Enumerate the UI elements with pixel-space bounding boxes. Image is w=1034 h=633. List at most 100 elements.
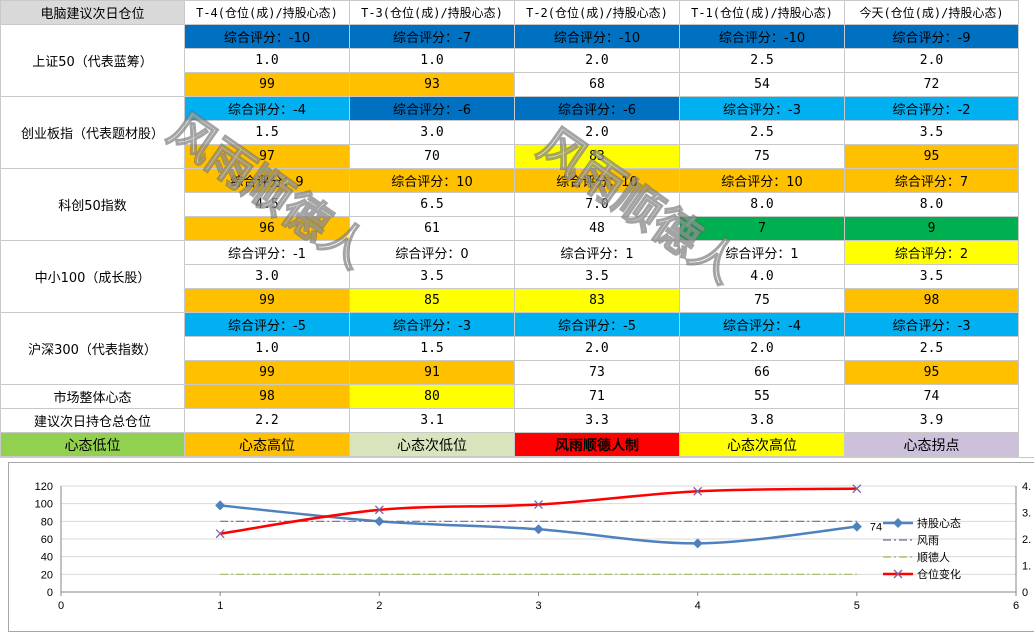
index-label[interactable]: 中小100（成长股）	[0, 240, 185, 313]
score-cell[interactable]: 综合评分：-1	[184, 240, 350, 265]
position-cell[interactable]: 1.5	[349, 336, 515, 361]
mood-cell[interactable]: 72	[844, 72, 1019, 97]
index-label[interactable]: 沪深300（代表指数）	[0, 312, 185, 385]
position-cell[interactable]: 8.0	[844, 192, 1019, 217]
score-cell[interactable]: 综合评分：2	[844, 240, 1019, 265]
position-cell[interactable]: 6.5	[349, 192, 515, 217]
position-cell[interactable]: 4.5	[184, 192, 350, 217]
color-legend-cell[interactable]: 心态次高位	[679, 432, 845, 457]
mood-cell[interactable]: 99	[184, 72, 350, 97]
total-cell[interactable]: 3.8	[679, 408, 845, 433]
index-label[interactable]: 上证50（代表蓝筹）	[0, 24, 185, 97]
mood-cell[interactable]: 95	[844, 360, 1019, 385]
score-cell[interactable]: 综合评分：9	[184, 168, 350, 193]
score-cell[interactable]: 综合评分：-5	[184, 312, 350, 337]
score-cell[interactable]: 综合评分：7	[844, 168, 1019, 193]
color-legend-cell[interactable]: 心态拐点	[844, 432, 1019, 457]
mood-cell[interactable]: 85	[349, 288, 515, 313]
score-cell[interactable]: 综合评分：-9	[844, 24, 1019, 49]
score-cell[interactable]: 综合评分：-4	[184, 96, 350, 121]
mood-cell[interactable]: 9	[844, 216, 1019, 241]
position-cell[interactable]: 4.0	[679, 264, 845, 289]
position-cell[interactable]: 2.0	[844, 48, 1019, 73]
position-cell[interactable]: 3.5	[349, 264, 515, 289]
position-cell[interactable]: 3.0	[184, 264, 350, 289]
mood-cell[interactable]: 93	[349, 72, 515, 97]
mood-cell[interactable]: 98	[844, 288, 1019, 313]
mood-cell[interactable]: 95	[844, 144, 1019, 169]
score-cell[interactable]: 综合评分：-3	[844, 312, 1019, 337]
mood-cell[interactable]: 99	[184, 288, 350, 313]
total-cell[interactable]: 2.2	[184, 408, 350, 433]
column-header[interactable]: T-2(仓位(成)/持股心态)	[514, 0, 680, 25]
mood-cell[interactable]: 68	[514, 72, 680, 97]
score-cell[interactable]: 综合评分：-4	[679, 312, 845, 337]
mood-cell[interactable]: 75	[679, 288, 845, 313]
column-header[interactable]: 今天(仓位(成)/持股心态)	[844, 0, 1019, 25]
position-cell[interactable]: 3.0	[349, 120, 515, 145]
mood-cell[interactable]: 83	[514, 144, 680, 169]
column-header[interactable]: T-3(仓位(成)/持股心态)	[349, 0, 515, 25]
mood-cell[interactable]: 70	[349, 144, 515, 169]
market-cell[interactable]: 74	[844, 384, 1019, 409]
score-cell[interactable]: 综合评分：1	[679, 240, 845, 265]
mood-cell[interactable]: 48	[514, 216, 680, 241]
position-cell[interactable]: 2.0	[514, 336, 680, 361]
score-cell[interactable]: 综合评分：0	[349, 240, 515, 265]
mood-cell[interactable]: 73	[514, 360, 680, 385]
position-cell[interactable]: 3.5	[844, 120, 1019, 145]
market-cell[interactable]: 71	[514, 384, 680, 409]
score-cell[interactable]: 综合评分：10	[514, 168, 680, 193]
total-cell[interactable]: 3.3	[514, 408, 680, 433]
total-label[interactable]: 建议次日持仓总仓位	[0, 408, 185, 433]
market-cell[interactable]: 98	[184, 384, 350, 409]
market-label[interactable]: 市场整体心态	[0, 384, 185, 409]
position-cell[interactable]: 1.0	[349, 48, 515, 73]
score-cell[interactable]: 综合评分：-2	[844, 96, 1019, 121]
market-cell[interactable]: 80	[349, 384, 515, 409]
column-header[interactable]: T-4(仓位(成)/持股心态)	[184, 0, 350, 25]
color-legend-cell[interactable]: 心态低位	[0, 432, 185, 457]
score-cell[interactable]: 综合评分：-10	[679, 24, 845, 49]
column-header[interactable]: T-1(仓位(成)/持股心态)	[679, 0, 845, 25]
color-legend-cell[interactable]: 心态次低位	[349, 432, 515, 457]
position-cell[interactable]: 2.5	[679, 120, 845, 145]
position-cell[interactable]: 1.5	[184, 120, 350, 145]
mood-cell[interactable]: 75	[679, 144, 845, 169]
score-cell[interactable]: 综合评分：-3	[679, 96, 845, 121]
position-cell[interactable]: 2.0	[679, 336, 845, 361]
mood-cell[interactable]: 54	[679, 72, 845, 97]
index-label[interactable]: 科创50指数	[0, 168, 185, 241]
mood-cell[interactable]: 91	[349, 360, 515, 385]
color-legend-cell[interactable]: 风雨顺德人制	[514, 432, 680, 457]
index-label[interactable]: 创业板指（代表题材股）	[0, 96, 185, 169]
mood-cell[interactable]: 83	[514, 288, 680, 313]
mood-cell[interactable]: 66	[679, 360, 845, 385]
score-cell[interactable]: 综合评分：-10	[184, 24, 350, 49]
score-cell[interactable]: 综合评分：1	[514, 240, 680, 265]
color-legend-cell[interactable]: 心态高位	[184, 432, 350, 457]
mood-cell[interactable]: 99	[184, 360, 350, 385]
mood-cell[interactable]: 97	[184, 144, 350, 169]
market-cell[interactable]: 55	[679, 384, 845, 409]
position-cell[interactable]: 2.5	[844, 336, 1019, 361]
mood-cell[interactable]: 7	[679, 216, 845, 241]
position-cell[interactable]: 8.0	[679, 192, 845, 217]
mood-cell[interactable]: 96	[184, 216, 350, 241]
position-cell[interactable]: 2.5	[679, 48, 845, 73]
score-cell[interactable]: 综合评分：-10	[514, 24, 680, 49]
chart-area[interactable]: 0 20 40 60 80 100 120 0 1 2 3 4 5 6 0 1. 2. 3. 4. 74 持股心态 风雨顺…	[8, 462, 1034, 632]
position-cell[interactable]: 2.0	[514, 48, 680, 73]
total-cell[interactable]: 3.1	[349, 408, 515, 433]
position-cell[interactable]: 7.0	[514, 192, 680, 217]
mood-cell[interactable]: 61	[349, 216, 515, 241]
position-cell[interactable]: 3.5	[844, 264, 1019, 289]
score-cell[interactable]: 综合评分：-7	[349, 24, 515, 49]
corner-header[interactable]: 电脑建议次日仓位	[0, 0, 185, 25]
position-cell[interactable]: 2.0	[514, 120, 680, 145]
score-cell[interactable]: 综合评分：10	[349, 168, 515, 193]
score-cell[interactable]: 综合评分：-3	[349, 312, 515, 337]
score-cell[interactable]: 综合评分：10	[679, 168, 845, 193]
position-cell[interactable]: 1.0	[184, 336, 350, 361]
score-cell[interactable]: 综合评分：-6	[514, 96, 680, 121]
